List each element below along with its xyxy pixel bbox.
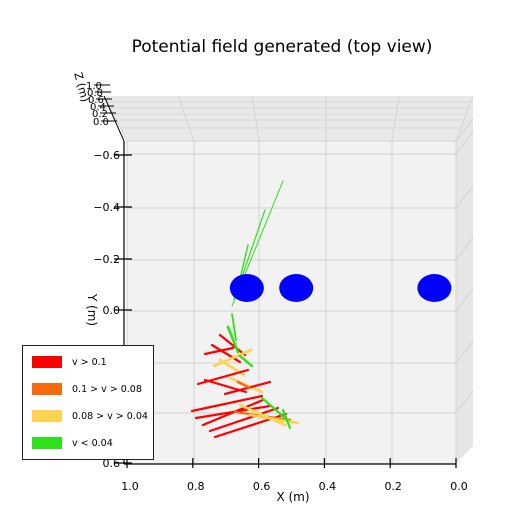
obstacle-marker xyxy=(279,274,314,302)
legend: v > 0.1 0.1 > v > 0.08 0.08 > v > 0.04 v… xyxy=(22,345,154,460)
obstacle-marker xyxy=(417,274,452,302)
field-vector xyxy=(238,354,254,368)
field-vector xyxy=(203,346,235,356)
legend-swatch xyxy=(32,383,62,395)
y-tick-label: 0.0 xyxy=(103,304,121,317)
grid-line-side xyxy=(455,185,474,209)
z-tick-label: 0.4 xyxy=(90,102,106,113)
z-tick-label: 0.2 xyxy=(92,109,108,120)
x-tick-label: 0.6 xyxy=(253,480,271,493)
legend-item-medium-fast: 0.1 > v > 0.08 xyxy=(32,383,142,395)
field-vector xyxy=(196,368,250,386)
z-tick-label: 1.0 xyxy=(86,81,102,92)
z-tick-label: 0.6 xyxy=(88,95,104,106)
chart-title: Potential field generated (top view) xyxy=(132,37,433,57)
grid-line-depth xyxy=(251,95,260,142)
field-vector xyxy=(236,380,252,390)
y-axis-label: Y (m) xyxy=(85,293,99,326)
field-vector xyxy=(212,348,253,368)
z-tick-label: 0.0 xyxy=(93,117,109,128)
field-vector xyxy=(208,406,280,433)
axes-pane xyxy=(104,96,473,464)
grid-line-side xyxy=(455,237,474,261)
z-tick-label: 0.8 xyxy=(87,88,103,99)
grid-line-side xyxy=(455,131,474,155)
x-tick-label: 0.8 xyxy=(187,480,205,493)
legend-item-fast: v > 0.1 xyxy=(32,356,107,368)
grid-lines xyxy=(103,95,474,464)
y-tick-label: −0.2 xyxy=(93,253,120,266)
x-axis-label: X (m) xyxy=(276,490,309,504)
legend-swatch xyxy=(32,410,62,422)
grid-line-side xyxy=(455,118,474,142)
legend-item-slow: v < 0.04 xyxy=(32,437,113,449)
legend-swatch xyxy=(32,437,62,449)
field-vector xyxy=(226,325,240,354)
side-pane xyxy=(456,96,473,464)
grid-line-side xyxy=(455,390,474,414)
tick-labels: 1.0 0.8 0.6 0.4 0.2 0.0−0.6−0.4−0.20.00.61.00… xyxy=(86,81,468,493)
grid-line-side xyxy=(455,288,474,312)
legend-label: v > 0.1 xyxy=(72,356,107,368)
grid-line-depth xyxy=(177,95,195,142)
z-axis-line xyxy=(103,95,125,142)
obstacles xyxy=(229,274,452,302)
y-tick-label: 0.6 xyxy=(103,457,121,470)
top-pane xyxy=(104,96,473,141)
grid-line-depth xyxy=(455,95,474,142)
x-tick-label: 1.0 xyxy=(121,480,139,493)
field-vector xyxy=(201,398,265,427)
back-pane xyxy=(127,141,456,464)
y-tick-label: −0.4 xyxy=(93,201,120,214)
y-tick-label: −0.6 xyxy=(93,149,120,162)
legend-label: v < 0.04 xyxy=(72,437,113,449)
grid-line-side xyxy=(455,340,474,364)
field-vector xyxy=(231,313,237,341)
z-axis-label: Z (m) xyxy=(71,71,91,104)
grid-line-depth xyxy=(391,95,400,142)
legend-label: 0.08 > v > 0.04 xyxy=(72,410,148,422)
field-vectors xyxy=(190,180,300,439)
field-vector xyxy=(210,343,242,364)
legend-label: 0.1 > v > 0.08 xyxy=(72,383,142,395)
field-vector xyxy=(238,403,287,427)
field-vector xyxy=(248,413,300,425)
x-tick-label: 0.0 xyxy=(450,480,468,493)
legend-item-medium: 0.08 > v > 0.04 xyxy=(32,410,148,422)
field-vector xyxy=(190,394,264,413)
field-vector xyxy=(281,408,292,430)
field-vector xyxy=(260,396,287,420)
x-tick-label: 0.4 xyxy=(319,480,337,493)
x-tick-label: 0.2 xyxy=(384,480,402,493)
legend-swatch xyxy=(32,356,62,368)
obstacle-marker xyxy=(229,274,264,302)
field-vector xyxy=(218,333,247,357)
